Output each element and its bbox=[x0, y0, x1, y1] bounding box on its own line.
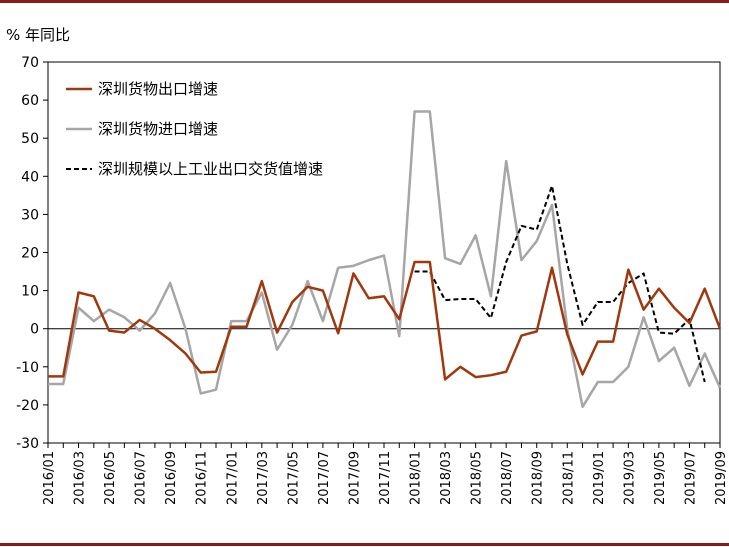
x-tick-label: 2019/09 bbox=[714, 451, 729, 505]
y-tick-label: 0 bbox=[30, 322, 39, 338]
x-tick-label: 2017/01 bbox=[225, 451, 240, 505]
x-tick-label: 2016/05 bbox=[103, 451, 118, 505]
x-tick-label: 2018/01 bbox=[409, 451, 424, 505]
y-axis-ticks: -30 -20 -10 0 10 20 30 40 50 60 70 bbox=[16, 55, 48, 452]
series-line-3 bbox=[414, 184, 706, 383]
legend-label: 深圳货物出口增速 bbox=[98, 80, 218, 98]
y-tick-label: -30 bbox=[16, 436, 39, 452]
y-tick-label: 20 bbox=[21, 246, 39, 262]
x-tick-label: 2018/05 bbox=[470, 451, 485, 505]
x-tick-label: 2016/11 bbox=[195, 451, 210, 505]
x-tick-label: 2016/09 bbox=[164, 451, 179, 505]
x-tick-label: 2018/09 bbox=[531, 451, 546, 505]
x-tick-label: 2016/07 bbox=[134, 451, 149, 505]
x-tick-label: 2016/01 bbox=[42, 451, 57, 505]
series-line-2 bbox=[48, 110, 722, 409]
y-tick-label: 10 bbox=[21, 284, 39, 300]
legend-label: 深圳规模以上工业出口交货值增速 bbox=[98, 160, 323, 178]
y-tick-label: 50 bbox=[21, 131, 39, 147]
y-tick-label: 70 bbox=[21, 55, 39, 71]
series-line-1 bbox=[48, 260, 722, 381]
top-rule bbox=[0, 0, 729, 3]
x-tick-label: 2017/03 bbox=[256, 451, 271, 505]
x-tick-label: 2019/05 bbox=[653, 451, 668, 505]
legend-label: 深圳货物进口增速 bbox=[98, 120, 218, 138]
x-tick-label: 2019/07 bbox=[683, 451, 698, 505]
x-tick-label: 2017/09 bbox=[347, 451, 362, 505]
x-tick-label: 2016/03 bbox=[73, 451, 88, 505]
x-tick-label: 2018/11 bbox=[561, 451, 576, 505]
x-tick-label: 2019/03 bbox=[622, 451, 637, 505]
series-layer bbox=[48, 110, 722, 409]
x-tick-label: 2017/11 bbox=[378, 451, 393, 505]
y-tick-label: -10 bbox=[16, 360, 39, 376]
y-tick-label: -20 bbox=[16, 398, 39, 414]
y-tick-label: 60 bbox=[21, 93, 39, 109]
x-tick-label: 2018/07 bbox=[500, 451, 515, 505]
y-tick-label: 30 bbox=[21, 207, 39, 223]
x-tick-label: 2017/07 bbox=[317, 451, 332, 505]
x-tick-label: 2018/03 bbox=[439, 451, 454, 505]
y-unit-label: % 年同比 bbox=[6, 26, 71, 44]
bottom-rule bbox=[0, 543, 729, 546]
x-axis-ticks: 2016/01 2016/03 2016/05 2016/07 2016/09 2016/… bbox=[42, 443, 729, 505]
x-tick-label: 2017/05 bbox=[286, 451, 301, 505]
x-tick-label: 2019/01 bbox=[592, 451, 607, 505]
y-tick-label: 40 bbox=[21, 169, 39, 185]
